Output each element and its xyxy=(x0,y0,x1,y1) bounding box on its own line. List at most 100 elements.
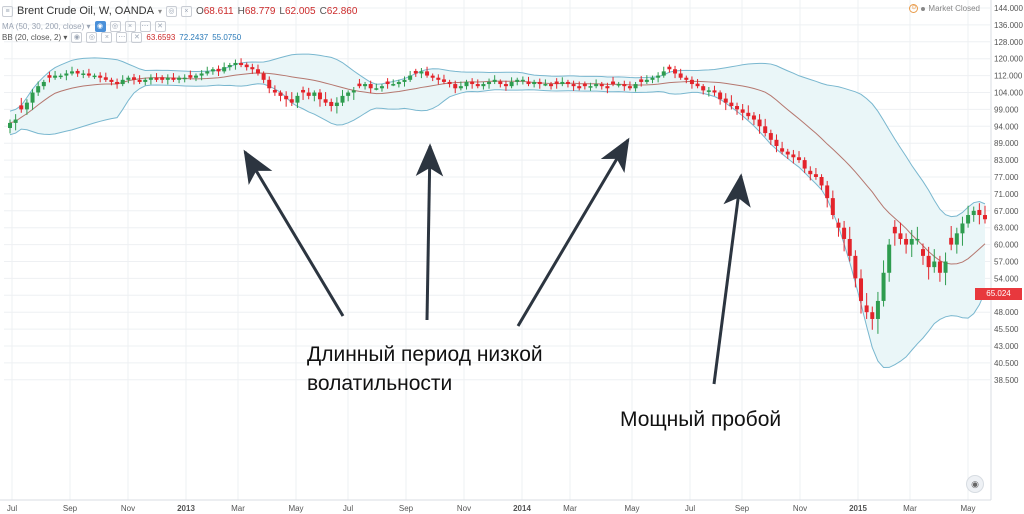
close-icon[interactable]: × xyxy=(180,5,192,17)
x-tick-label: Nov xyxy=(457,504,471,513)
candle-body xyxy=(780,148,785,152)
candle-body xyxy=(684,77,689,80)
candle-body xyxy=(374,88,379,90)
y-tick-label: 67.000 xyxy=(994,207,1019,216)
candle-body xyxy=(436,77,441,80)
y-tick-label: 45.500 xyxy=(994,325,1019,334)
bb-indicator-label[interactable]: BB (20, close, 2) ▾ xyxy=(2,32,68,42)
settings-icon[interactable]: ◎ xyxy=(109,20,121,32)
candle-body xyxy=(582,83,587,87)
candle-body xyxy=(706,90,711,92)
x-tick-label: Jul xyxy=(685,504,695,513)
candle-body xyxy=(532,81,537,85)
candle-body xyxy=(261,73,266,80)
candle-body xyxy=(120,79,125,85)
x-tick-label: May xyxy=(960,504,975,513)
symbol-row: ≡ Brent Crude Oil, W, OANDA ▾ ◎ × O68.61… xyxy=(2,4,357,18)
candle-body xyxy=(751,115,756,120)
ma-indicator-label[interactable]: MA (50, 30, 200, close) ▾ xyxy=(2,21,91,31)
candle-body xyxy=(284,95,289,100)
candle-body xyxy=(549,84,554,87)
symbol-title[interactable]: Brent Crude Oil, W, OANDA xyxy=(17,5,154,17)
candle-body xyxy=(425,71,430,76)
candle-body xyxy=(391,84,396,86)
candle-body xyxy=(81,73,86,75)
candle-body xyxy=(921,249,926,256)
y-tick-label: 48.000 xyxy=(994,308,1019,317)
y-tick-label: 128.000 xyxy=(994,38,1023,47)
remove-icon[interactable]: ✕ xyxy=(131,31,143,43)
candle-body xyxy=(255,69,260,74)
bb-upper-value: 72.2437 xyxy=(179,32,209,42)
candle-body xyxy=(103,77,108,80)
candle-body xyxy=(188,75,193,78)
candle-body xyxy=(413,70,418,74)
time-axis[interactable]: Jul Sep Nov 2013 Mar May Jul Sep Nov 2014 Mar May Ju… xyxy=(7,504,976,513)
candle-body xyxy=(98,75,103,78)
candle-body xyxy=(746,112,751,117)
y-tick-label: 54.000 xyxy=(994,274,1019,283)
candle-body xyxy=(492,79,497,82)
candle-body xyxy=(904,238,909,245)
candle-body xyxy=(656,75,661,78)
x-tick-label: Jul xyxy=(7,504,17,513)
candle-body xyxy=(853,255,858,279)
candle-body xyxy=(526,81,531,85)
candle-body xyxy=(949,237,954,245)
candle-body xyxy=(543,84,548,86)
y-tick-label: 63.000 xyxy=(994,224,1019,233)
visibility-icon[interactable]: ◉ xyxy=(94,20,106,32)
candle-body xyxy=(402,79,407,82)
candle-body xyxy=(216,68,221,72)
y-tick-label: 136.000 xyxy=(994,21,1023,30)
candle-body xyxy=(419,71,424,74)
y-tick-label: 83.000 xyxy=(994,156,1019,165)
candle-body xyxy=(227,65,232,68)
candle-body xyxy=(571,84,576,87)
candle-body xyxy=(971,210,976,216)
candle-body xyxy=(379,86,384,89)
candle-body xyxy=(278,92,283,96)
settings-icon[interactable]: ◎ xyxy=(86,31,98,43)
candle-body xyxy=(689,79,694,85)
candle-body xyxy=(148,77,153,80)
candle-body xyxy=(272,89,277,93)
y-tick-label: 104.000 xyxy=(994,89,1023,98)
candle-body xyxy=(470,81,475,85)
candle-body xyxy=(329,101,334,107)
candle-body xyxy=(887,244,892,273)
annotation-arrows xyxy=(243,137,751,385)
y-tick-label: 77.000 xyxy=(994,173,1019,182)
candle-body xyxy=(430,75,435,78)
collapse-icon[interactable]: ≡ xyxy=(2,5,13,17)
candle-body xyxy=(289,99,294,103)
x-tick-label: Sep xyxy=(399,504,414,513)
candle-body xyxy=(966,215,971,224)
candle-body xyxy=(131,77,136,80)
close-icon[interactable]: × xyxy=(124,20,136,32)
candle-body xyxy=(498,81,503,85)
candle-body xyxy=(554,81,559,85)
market-status[interactable]: ⊙ Market Closed xyxy=(909,4,980,13)
more-icon[interactable]: ⋯ xyxy=(139,20,151,32)
more-icon[interactable]: ⋯ xyxy=(116,31,128,43)
candle-body xyxy=(312,92,317,96)
candle-body xyxy=(926,255,931,268)
settings-icon[interactable]: ◎ xyxy=(165,5,177,17)
x-tick-label: Mar xyxy=(231,504,245,513)
candle-body xyxy=(346,92,351,96)
eye-icon[interactable]: ◉ xyxy=(966,475,984,493)
visibility-icon[interactable]: ◉ xyxy=(71,31,83,43)
candle-body xyxy=(870,312,875,319)
candle-body xyxy=(740,109,745,113)
remove-icon[interactable]: ✕ xyxy=(154,20,166,32)
candle-body xyxy=(368,84,373,89)
price-axis[interactable]: 144.000 136.000 128.000 120.000 112.000 104.0… xyxy=(994,4,1023,385)
symbol-menu-icon[interactable]: ▾ xyxy=(157,6,162,16)
candle-body xyxy=(599,84,604,87)
candle-body xyxy=(864,305,869,313)
candle-body xyxy=(537,81,542,85)
close-icon[interactable]: × xyxy=(101,31,113,43)
candle-body xyxy=(909,238,914,245)
